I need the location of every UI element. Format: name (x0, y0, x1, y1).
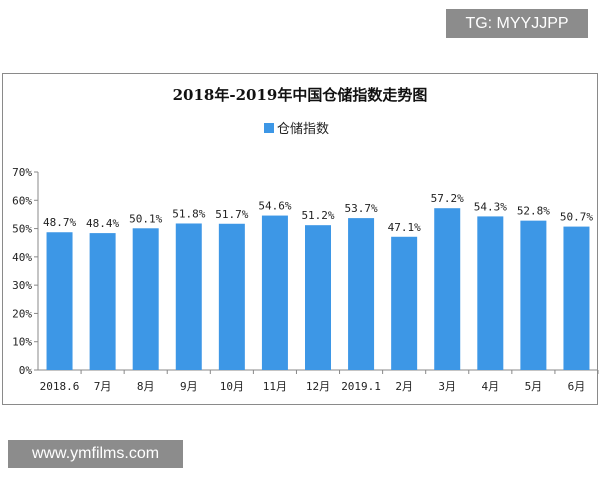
data-label: 51.8% (172, 207, 205, 220)
x-tick-label: 6月 (568, 380, 586, 393)
x-tick-label: 7月 (94, 380, 112, 393)
y-tick-label: 10% (12, 336, 32, 349)
x-tick-label: 9月 (180, 380, 198, 393)
legend-swatch (264, 122, 274, 133)
data-label: 48.7% (43, 216, 76, 229)
x-tick-label: 10月 (220, 380, 244, 393)
bar (520, 220, 547, 370)
data-label: 51.7% (215, 208, 248, 221)
x-tick-label: 3月 (438, 380, 456, 393)
x-tick-label: 2019.1 (341, 380, 381, 393)
bar (218, 223, 245, 370)
y-tick-label: 50% (12, 223, 32, 236)
chart-frame (2, 73, 598, 405)
data-label: 54.6% (258, 200, 291, 213)
legend: 仓储指数 (264, 118, 329, 137)
x-tick-label: 2月 (395, 380, 413, 393)
data-label: 52.8% (517, 205, 550, 218)
y-tick-label: 30% (12, 279, 32, 292)
x-tick-label: 5月 (525, 380, 543, 393)
bar (132, 228, 159, 370)
legend-label: 仓储指数 (277, 122, 330, 137)
data-label: 48.4% (86, 217, 119, 230)
y-tick-label: 40% (12, 251, 32, 264)
bar (175, 223, 202, 370)
bar (477, 216, 504, 370)
x-tick-label: 4月 (481, 380, 499, 393)
y-tick-label: 70% (12, 166, 32, 179)
watermark-tag: TG: MYYJJPP (446, 9, 588, 38)
data-label: 47.1% (388, 221, 421, 234)
data-label: 50.7% (560, 211, 593, 224)
bar (391, 236, 418, 370)
data-label: 53.7% (345, 202, 378, 215)
bar (563, 226, 590, 370)
x-tick-label: 8月 (137, 380, 155, 393)
x-tick-label: 12月 (306, 380, 330, 393)
bar (348, 218, 375, 370)
x-tick-label: 2018.6 (40, 380, 80, 393)
x-tick-label: 11月 (263, 380, 287, 393)
bar (46, 232, 73, 370)
bar (261, 215, 288, 370)
data-label: 50.1% (129, 212, 162, 225)
bar (434, 208, 461, 370)
watermark-site: www.ymfilms.com (8, 440, 183, 468)
y-tick-label: 20% (12, 307, 32, 320)
data-label: 51.2% (301, 209, 334, 222)
bar (305, 225, 331, 370)
chart-title: 2018年-2019年中国仓储指数走势图 (172, 86, 428, 104)
bar (89, 233, 116, 370)
y-tick-label: 0% (19, 364, 33, 377)
data-label: 54.3% (474, 200, 507, 213)
data-label: 57.2% (431, 192, 464, 205)
y-tick-label: 60% (12, 194, 32, 207)
